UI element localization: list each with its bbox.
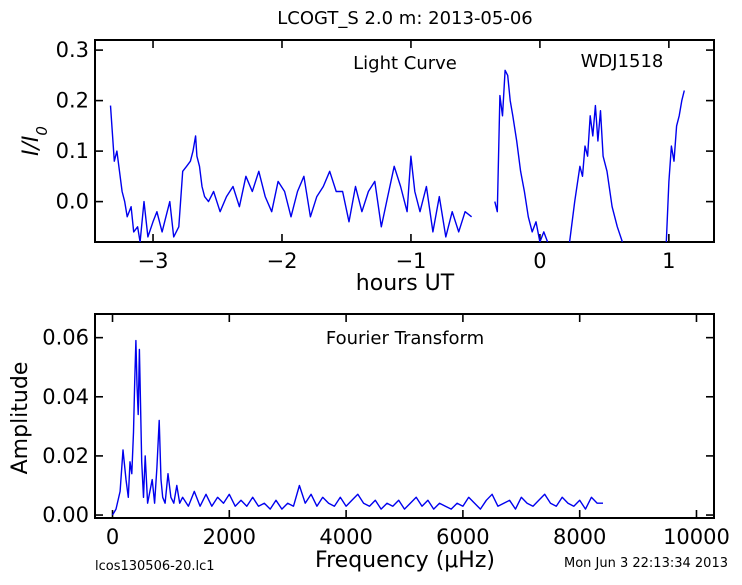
x-tick-label: 8000 [553,525,606,549]
x-tick-label: −3 [138,249,169,273]
light-curve-panel: −3 −2 −1 0 1 0.0 0.1 0.2 0.3 Light Curve WDJ1518… [19,38,715,296]
y-tick-label: 0.0 [56,190,89,214]
fourier-axes-frame [94,313,715,519]
y-tick-label: 0.06 [42,326,89,350]
y-tick-label: 0.02 [42,444,89,468]
fourier-series [111,339,603,516]
light-curve-line-segment-1 [109,105,473,242]
light-curve-annotation: Light Curve [353,53,457,74]
fourier-ticks: 0 2000 4000 6000 8000 10000 0.00 0.02 0.04 0.06 [42,314,730,549]
x-tick-label: 6000 [436,525,489,549]
x-tick-label: 2000 [203,525,256,549]
light-curve-line-segment-3 [568,104,624,242]
x-tick-label: 0 [533,249,546,273]
x-tick-label: 4000 [319,525,372,549]
footer-timestamp: Mon Jun 3 22:13:34 2013 [564,556,728,571]
light-curve-series [109,69,685,242]
y-tick-label: 0.04 [42,385,89,409]
y-tick-label: 0.1 [56,139,89,163]
light-curve-line-segment-2 [494,69,549,242]
fourier-y-axis-title: Amplitude [8,362,33,475]
light-curve-line-segment-4 [665,90,685,242]
y-tick-label: 0.00 [42,503,89,527]
fourier-annotation: Fourier Transform [326,328,484,349]
light-curve-y-axis-title: I/I0 [19,126,51,156]
y-tick-label: 0.3 [56,38,89,62]
fourier-x-axis-title: Frequency (μHz) [315,548,495,573]
footer-filename: lcos130506-20.lc1 [95,559,215,574]
light-curve-axes-frame [94,39,715,243]
object-label: WDJ1518 [581,51,664,72]
light-curve-ticks: −3 −2 −1 0 1 0.0 0.1 0.2 0.3 [56,38,714,273]
light-curve-x-axis-title: hours UT [356,271,455,296]
x-tick-label: −2 [267,249,298,273]
figure-title: LCOGT_S 2.0 m: 2013-05-06 [277,8,533,29]
y-tick-label: 0.2 [56,89,89,113]
x-tick-label: 1 [662,249,675,273]
fourier-amplitude-line [111,339,603,516]
x-tick-label: −1 [395,249,426,273]
x-tick-label: 10000 [663,525,730,549]
fourier-panel: 0 2000 4000 6000 8000 10000 0.00 0.02 0.04 0.06 F… [8,313,730,573]
x-tick-label: 0 [106,525,119,549]
